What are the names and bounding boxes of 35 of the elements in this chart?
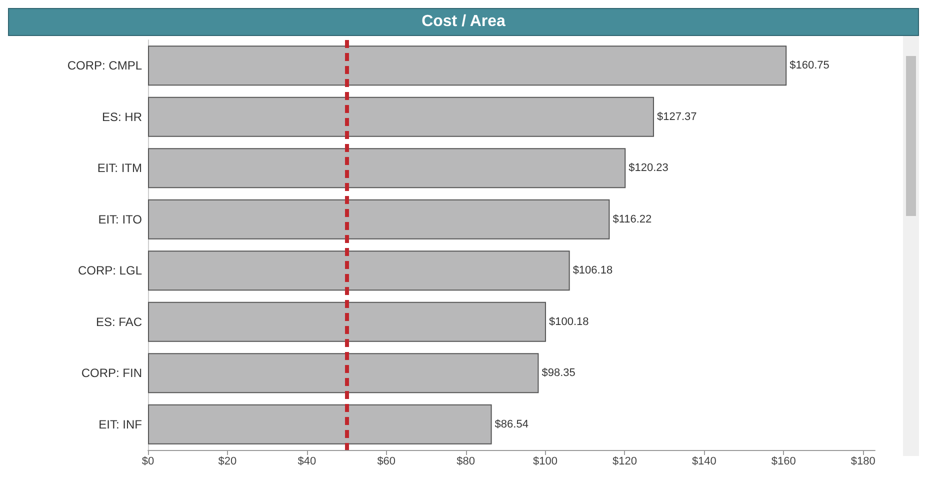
bar [148,96,654,137]
y-tick-label: ES: HR [102,110,142,124]
y-tick-label: EIT: ITO [98,212,142,226]
y-tick-label: EIT: ITM [97,161,142,176]
data-label: $120.23 [628,162,668,174]
data-label: $98.35 [542,367,576,380]
bar [148,250,570,291]
x-tick-label: $0 [142,456,154,468]
y-tick-label: ES: FAC [96,314,142,329]
x-tick-label: $20 [218,456,237,468]
y-tick-label: CORP: FIN [81,366,142,380]
x-tick-label: $40 [298,456,316,468]
data-label: $160.75 [790,60,830,72]
bar [148,148,626,188]
x-tick-label: $180 [850,456,876,468]
x-tick-label: $140 [692,456,716,468]
chart-title: Cost / Area [8,8,919,36]
data-label: $100.18 [548,316,589,328]
x-tick-label: $120 [612,456,637,468]
y-tick-label: CORP: LGL [78,264,142,278]
bar [148,353,539,394]
bar [148,46,787,86]
data-label: $116.22 [612,213,652,226]
x-tick-label: $100 [533,456,558,468]
y-tick-label: CORP: CMPL [67,58,142,73]
x-tick-label: $80 [456,456,475,468]
bar [148,199,610,240]
bar [148,404,492,444]
data-label: $106.18 [572,264,613,277]
x-tick-label: $60 [377,456,396,468]
y-tick-label: EIT: INF [98,417,142,432]
data-label: $86.54 [494,418,528,430]
data-label: $127.37 [657,110,697,123]
bar [148,302,546,342]
x-tick-label: $160 [771,456,796,468]
